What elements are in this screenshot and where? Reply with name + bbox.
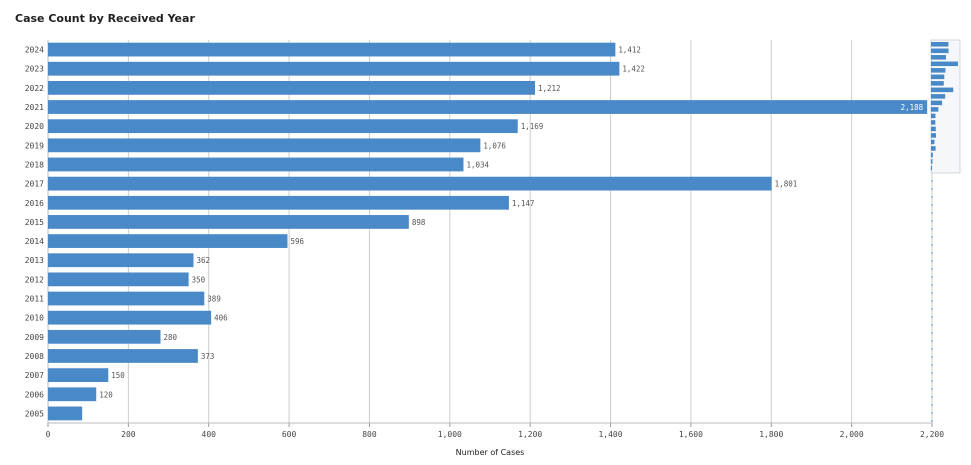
bar[interactable] xyxy=(48,310,212,325)
data-label: 120 xyxy=(99,390,113,399)
navigator-bar xyxy=(931,159,933,164)
navigator-bar xyxy=(931,42,949,47)
data-label: 596 xyxy=(290,237,304,246)
navigator-bar xyxy=(931,126,936,132)
bar[interactable] xyxy=(48,387,97,402)
navigator-bar xyxy=(931,100,943,106)
y-tick-label: 2024 xyxy=(25,46,44,55)
bar[interactable] xyxy=(48,100,928,114)
navigator-bar xyxy=(931,68,946,73)
data-label: 1,076 xyxy=(483,141,506,150)
bar[interactable] xyxy=(48,234,288,248)
data-label: 1,212 xyxy=(538,84,561,93)
navigator-bar xyxy=(931,74,945,80)
data-label: 362 xyxy=(196,256,210,265)
x-tick-label: 1,000 xyxy=(438,430,462,439)
data-label: 1,169 xyxy=(521,122,544,131)
data-label: 280 xyxy=(164,333,178,342)
x-axis-title: Number of Cases xyxy=(456,448,525,457)
y-tick-label: 2021 xyxy=(25,103,44,112)
navigator-bar xyxy=(931,48,949,54)
navigator-bar xyxy=(931,107,939,112)
navigator-bar xyxy=(931,120,936,125)
y-tick-label: 2014 xyxy=(25,237,44,246)
y-tick-label: 2012 xyxy=(25,275,44,284)
y-tick-label: 2017 xyxy=(25,180,44,189)
bar[interactable] xyxy=(48,406,83,421)
navigator-bar xyxy=(931,133,937,138)
y-tick-label: 2016 xyxy=(25,199,44,208)
y-tick-label: 2013 xyxy=(25,256,44,265)
data-label: 2,188 xyxy=(901,103,924,112)
bar[interactable] xyxy=(48,195,509,210)
x-tick-label: 1,800 xyxy=(759,430,783,439)
bar[interactable] xyxy=(48,291,205,306)
y-tick-label: 2009 xyxy=(25,333,44,342)
data-label: 389 xyxy=(207,295,221,304)
y-tick-label: 2019 xyxy=(25,141,44,150)
y-tick-label: 2020 xyxy=(25,122,44,131)
x-tick-label: 0 xyxy=(46,430,51,439)
y-tick-label: 2022 xyxy=(25,84,44,93)
y-tick-label: 2008 xyxy=(25,352,44,361)
data-label: 1,034 xyxy=(466,160,489,169)
data-label: 1,801 xyxy=(775,180,798,189)
navigator-bar xyxy=(931,165,933,171)
y-tick-label: 2005 xyxy=(25,409,44,418)
x-tick-label: 600 xyxy=(282,430,297,439)
bar[interactable] xyxy=(48,368,109,383)
x-tick-label: 1,400 xyxy=(598,430,622,439)
navigator-bar xyxy=(931,94,946,99)
y-tick-label: 2011 xyxy=(25,295,44,304)
y-tick-label: 2010 xyxy=(25,314,44,323)
navigator-bar xyxy=(931,152,933,158)
x-tick-label: 200 xyxy=(121,430,136,439)
navigator-window[interactable] xyxy=(930,39,961,174)
x-tick-label: 400 xyxy=(202,430,217,439)
bar[interactable] xyxy=(48,138,481,153)
bar[interactable] xyxy=(48,176,772,191)
navigator-bar xyxy=(931,113,936,119)
chart-title: Case Count by Received Year xyxy=(15,12,195,25)
bar[interactable] xyxy=(48,157,464,172)
x-tick-label: 2,000 xyxy=(840,430,864,439)
bar[interactable] xyxy=(48,272,189,287)
navigator-bar xyxy=(931,81,944,86)
bar[interactable] xyxy=(48,42,616,57)
x-tick-label: 2,200 xyxy=(920,430,944,439)
data-label: 373 xyxy=(201,352,215,361)
x-tick-label: 1,200 xyxy=(518,430,542,439)
bar[interactable] xyxy=(48,215,409,229)
bar[interactable] xyxy=(48,119,518,134)
bar[interactable] xyxy=(48,61,620,76)
bar[interactable] xyxy=(48,329,161,344)
navigator-bar xyxy=(931,55,946,60)
navigator-bar xyxy=(931,146,936,151)
y-tick-label: 2023 xyxy=(25,65,44,74)
bar[interactable] xyxy=(48,80,536,95)
navigator-bar xyxy=(931,87,954,93)
x-tick-label: 800 xyxy=(362,430,377,439)
navigator-bar xyxy=(931,61,958,67)
y-tick-label: 2007 xyxy=(25,371,44,380)
data-label: 898 xyxy=(412,218,426,227)
data-label: 406 xyxy=(214,314,228,323)
bar[interactable] xyxy=(48,253,194,268)
data-label: 1,412 xyxy=(618,46,641,55)
x-tick-label: 1,600 xyxy=(679,430,703,439)
navigator-bar xyxy=(931,139,935,145)
data-label: 1,422 xyxy=(622,65,645,74)
y-tick-label: 2015 xyxy=(25,218,44,227)
bar[interactable] xyxy=(48,349,198,363)
y-tick-label: 2006 xyxy=(25,390,44,399)
y-tick-label: 2018 xyxy=(25,160,44,169)
data-label: 150 xyxy=(111,371,125,380)
data-label: 1,147 xyxy=(512,199,535,208)
data-label: 350 xyxy=(192,275,206,284)
